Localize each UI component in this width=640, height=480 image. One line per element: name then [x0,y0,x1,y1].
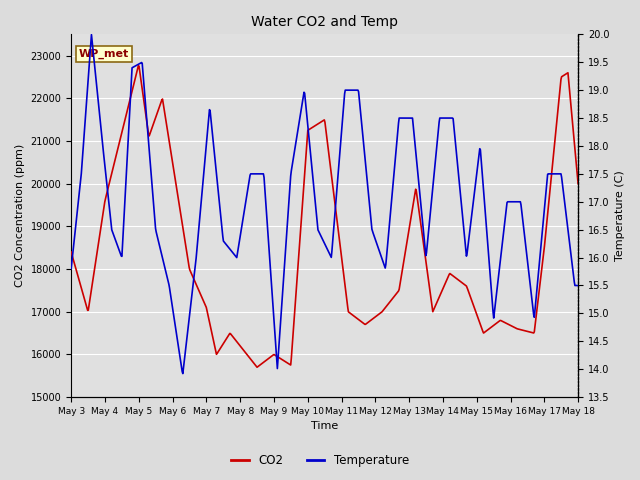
X-axis label: Time: Time [311,421,339,432]
Text: WP_met: WP_met [79,49,129,59]
Y-axis label: CO2 Concentration (ppm): CO2 Concentration (ppm) [15,144,25,288]
Legend: CO2, Temperature: CO2, Temperature [226,449,414,472]
Title: Water CO2 and Temp: Water CO2 and Temp [251,15,398,29]
Y-axis label: Temperature (C): Temperature (C) [615,170,625,261]
